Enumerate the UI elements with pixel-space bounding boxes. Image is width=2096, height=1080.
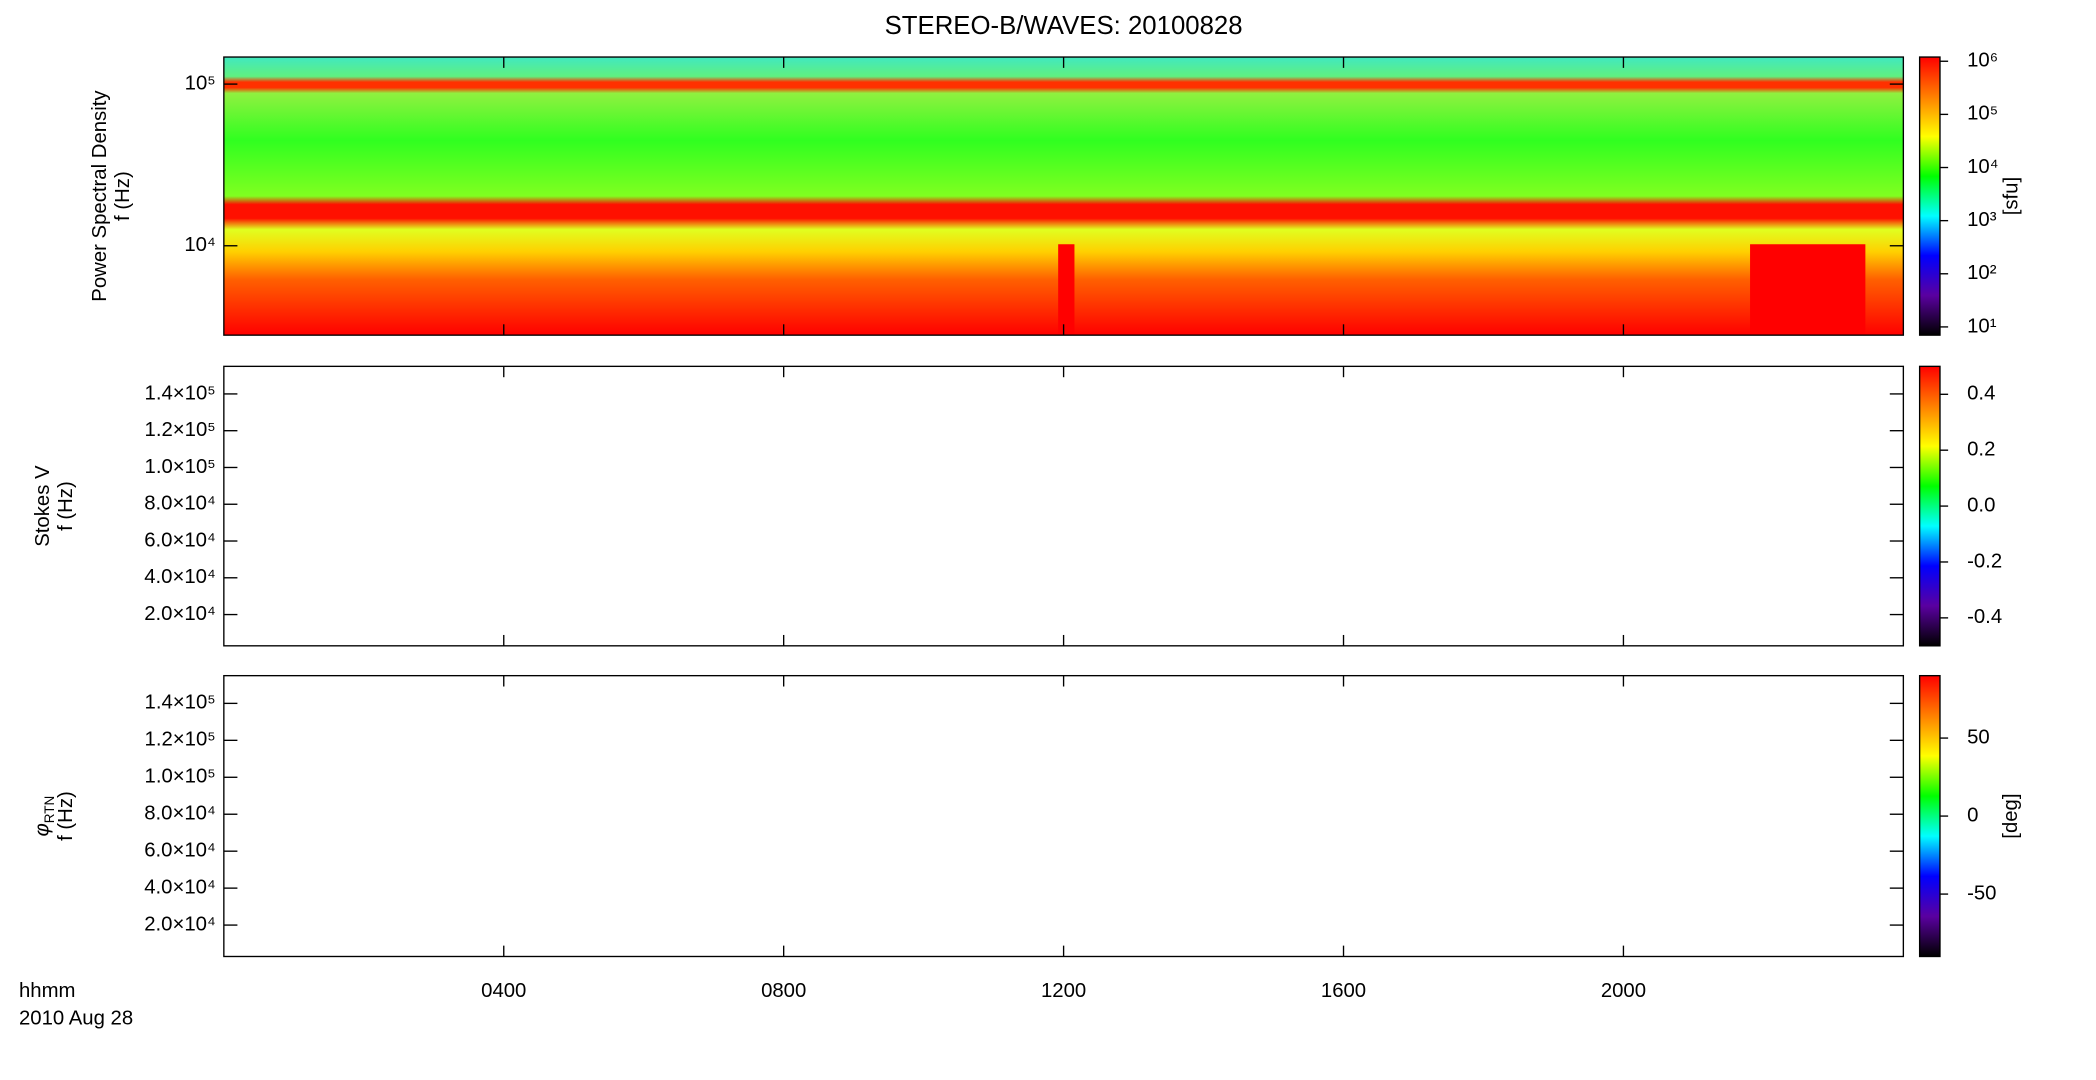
y-tick-label: 6.0×10⁴ [144,529,215,551]
y-tick-label: 8.0×10⁴ [144,493,215,515]
chart-title: STEREO-B/WAVES: 20100828 [885,12,1243,40]
y-axis-label: φRTN [32,796,57,837]
colorbar-tick-label: 10⁵ [1967,103,1998,125]
y-axis-label: Stokes V [32,465,54,547]
colorbar-tick-label: 0.2 [1967,439,1995,461]
colorbar-label: [deg] [2000,793,2022,838]
y-tick-label: 1.2×10⁵ [145,729,216,751]
colorbar [1918,674,1941,958]
plot-frame [223,365,1905,647]
date-label: 2010 Aug 28 [19,1007,133,1029]
y-tick-label: 10⁵ [185,72,216,94]
colorbar-tick-label: 10³ [1967,209,1997,231]
y-label-symbol: φ [32,823,54,836]
x-tick-label: 0400 [481,980,526,1002]
y-tick-label: 1.0×10⁵ [145,456,216,478]
colorbar [1918,365,1941,647]
x-tick-label: 1600 [1321,980,1366,1002]
colorbar-tick-label: 10⁶ [1967,50,1998,72]
y-tick-label: 1.2×10⁵ [145,419,216,441]
colorbar-tick-label: 0.4 [1967,383,1995,405]
colorbar-tick-label: 10² [1967,262,1997,284]
x-tick-label: 1200 [1041,980,1086,1002]
burst [1058,244,1075,336]
colorbar-tick-label: -0.4 [1967,606,2002,628]
colorbar-tick-label: 50 [1967,726,1990,748]
y-axis-unit: f (Hz) [55,481,77,531]
colorbar-tick-label: 10⁴ [1967,156,1998,178]
x-tick-label: 0800 [761,980,806,1002]
y-axis-label: Power Spectral Density [89,90,111,302]
y-tick-label: 8.0×10⁴ [144,803,215,825]
y-tick-label: 1.0×10⁵ [145,766,216,788]
colorbar-label: [sfu] [2000,177,2022,215]
colorbar-tick-label: -0.2 [1967,550,2002,572]
y-tick-label: 1.4×10⁵ [145,692,216,714]
y-tick-label: 4.0×10⁴ [144,877,215,899]
y-label-subscript: RTN [42,796,57,824]
y-tick-label: 10⁴ [184,234,215,256]
y-axis-unit: f (Hz) [112,171,134,221]
y-tick-label: 6.0×10⁴ [144,840,215,862]
y-tick-label: 2.0×10⁴ [144,603,215,625]
y-tick-label: 1.4×10⁵ [145,382,216,404]
colorbar-tick-label: -50 [1967,882,1996,904]
colorbar-tick-label: 0.0 [1967,494,1995,516]
y-tick-label: 2.0×10⁴ [144,913,215,935]
y-tick-label: 4.0×10⁴ [144,566,215,588]
colorbar [1918,56,1941,336]
burst [1750,244,1866,336]
y-axis-unit: f (Hz) [55,791,77,841]
colorbar-tick-label: 0 [1967,804,1978,826]
x-tick-label: 2000 [1601,980,1646,1002]
x-axis-label: hhmm [19,980,75,1002]
colorbar-tick-label: 10¹ [1967,315,1997,337]
plot-frame [223,674,1905,958]
